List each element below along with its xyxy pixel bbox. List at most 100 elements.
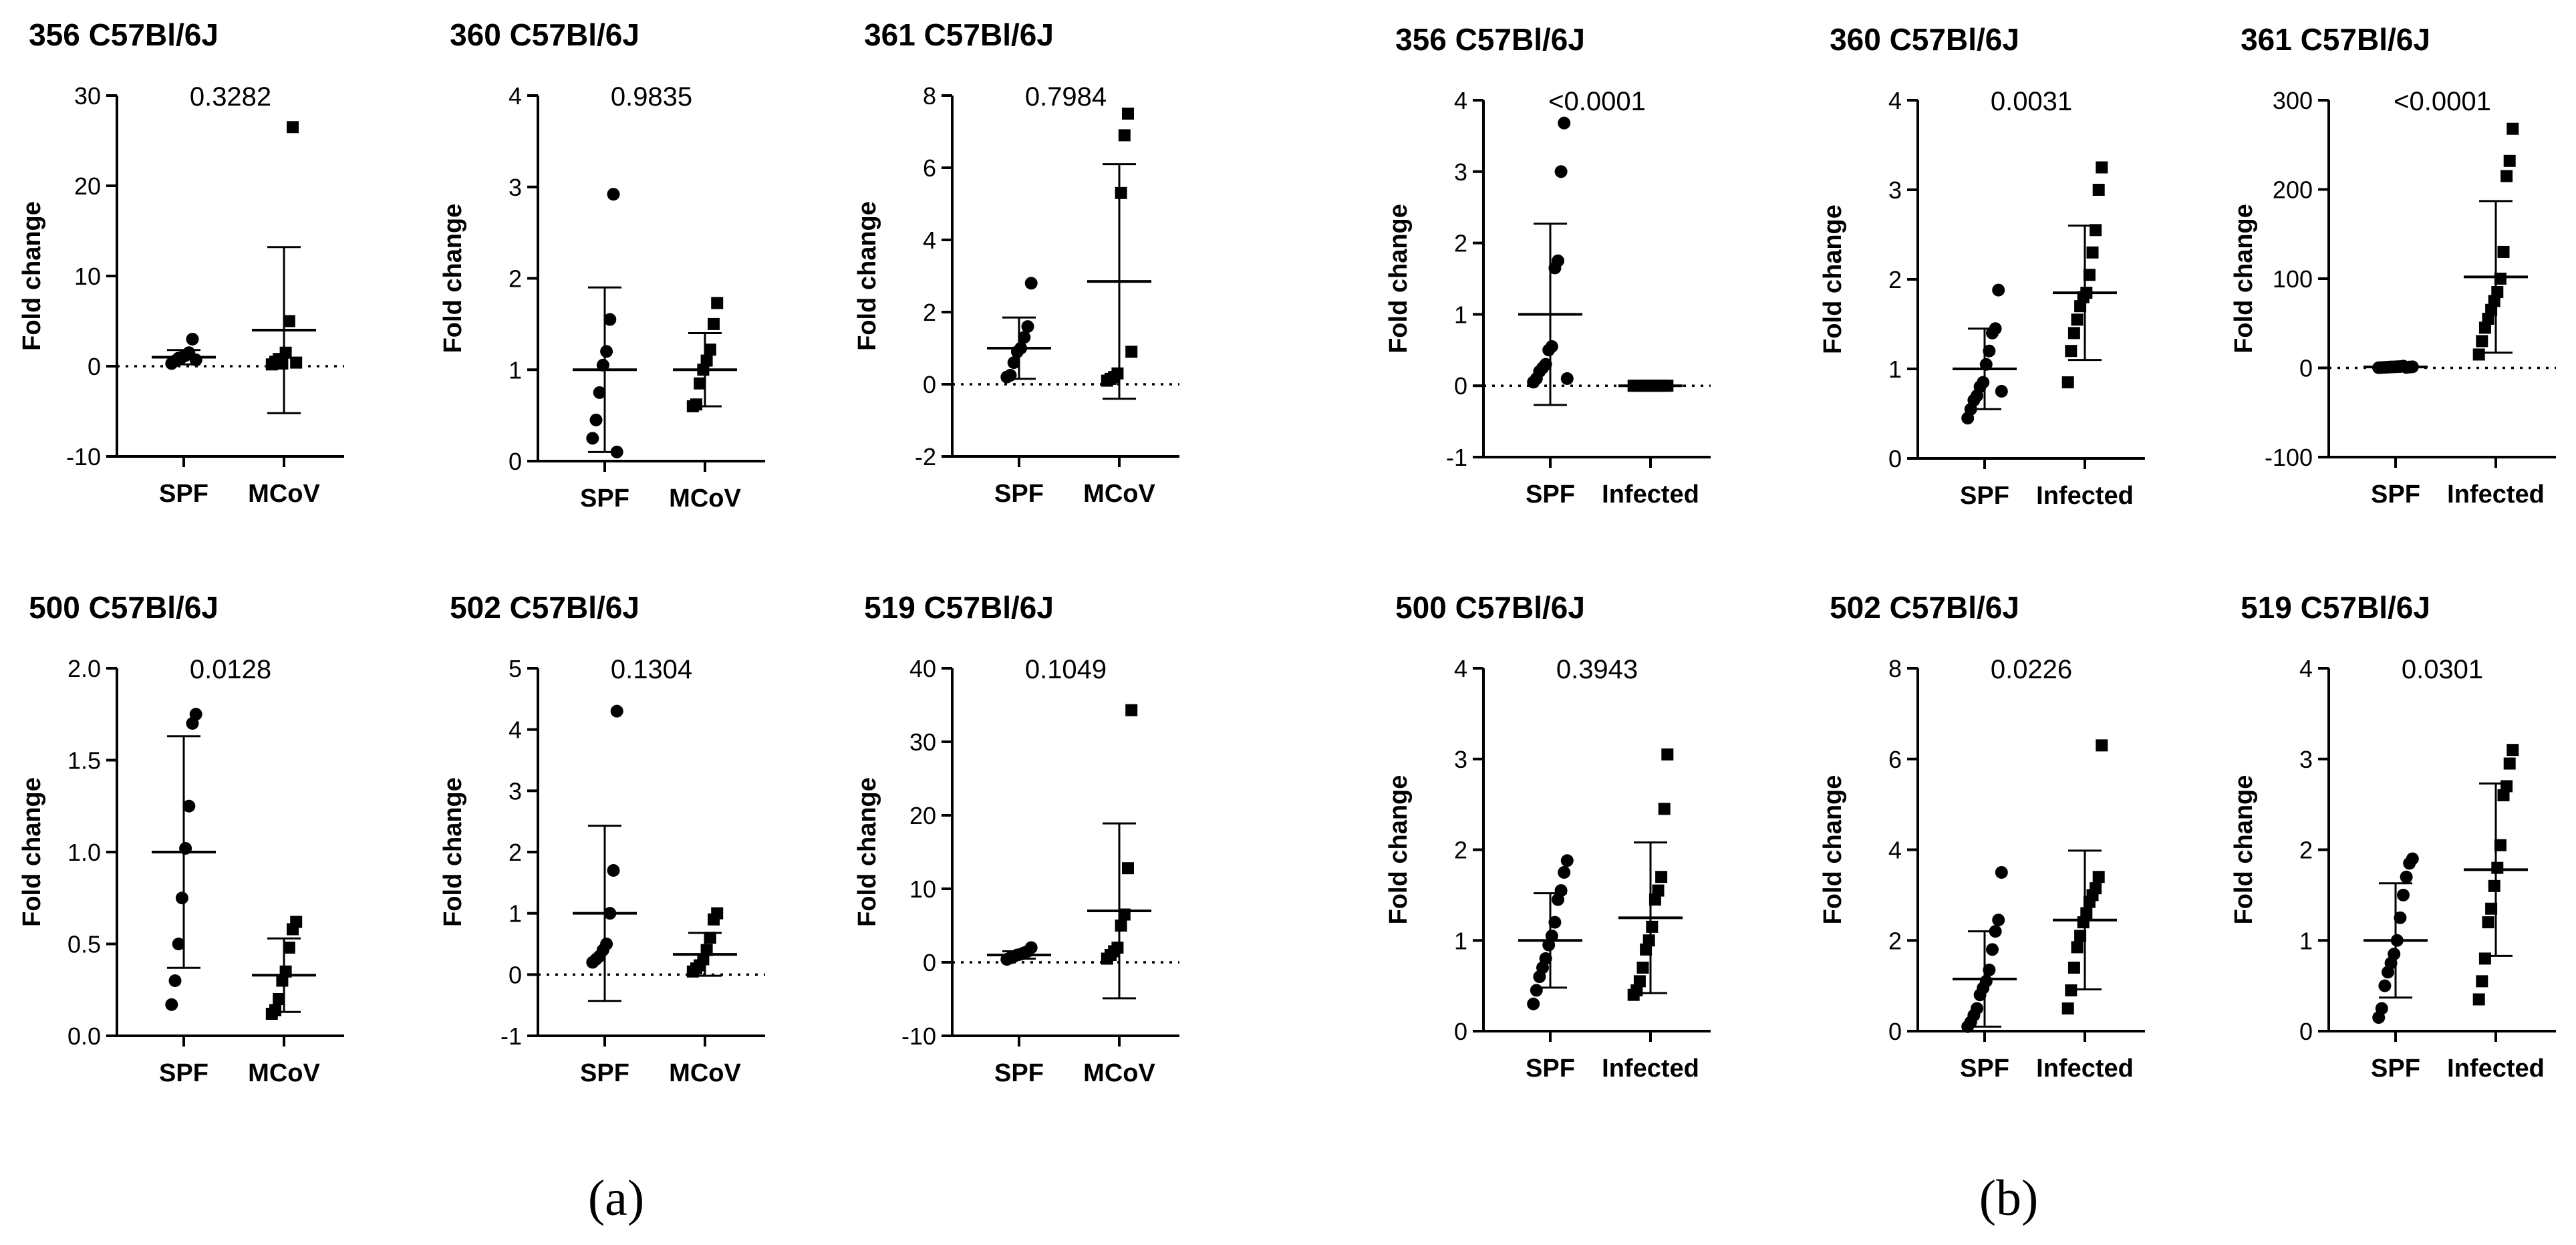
x-category-label: SPF — [1960, 1055, 2009, 1083]
x-category-label: SPF — [994, 480, 1044, 508]
data-point-infected — [2090, 882, 2102, 895]
y-axis-label: Fold change — [853, 201, 881, 351]
y-tick-label: 8 — [1888, 655, 1902, 682]
p-value-label: 0.0301 — [2402, 655, 2483, 684]
data-point-spf — [600, 345, 613, 358]
data-point-spf — [1979, 974, 1993, 988]
data-point-spf — [1995, 865, 2008, 879]
y-tick-label: 10 — [74, 263, 101, 290]
data-point-mcov — [283, 942, 295, 954]
x-category-label: SPF — [159, 480, 208, 508]
data-point-mcov — [269, 1004, 281, 1016]
data-point-infected — [2071, 313, 2084, 326]
x-category-label: Infected — [2036, 1055, 2134, 1083]
y-tick-label: 0 — [923, 371, 936, 398]
chart-title: 356 C57Bl/6J — [29, 17, 219, 52]
p-value-label: 0.3943 — [1556, 655, 1638, 684]
y-tick-label: 4 — [509, 716, 522, 744]
chart-title: 519 C57Bl/6J — [2241, 590, 2430, 625]
data-point-spf — [607, 864, 620, 877]
p-value-label: 0.3282 — [190, 82, 271, 112]
data-point-mcov — [276, 357, 289, 370]
y-tick-label: 0 — [2299, 355, 2313, 382]
y-tick-label: 40 — [909, 655, 936, 682]
chart-2: 361 C57Bl/6J 0.7984 Fold change -2 0 2 4 6 8 SPF M… — [853, 17, 1179, 508]
panel-label-b: (b) — [1979, 1170, 2039, 1226]
data-point-infected — [2497, 789, 2510, 802]
y-tick-label: -10 — [901, 1022, 936, 1050]
x-category-label: Infected — [2036, 482, 2134, 510]
data-point-infected — [2476, 335, 2488, 348]
y-tick-label: 0 — [2299, 1018, 2313, 1045]
y-tick-label: 200 — [2273, 176, 2313, 204]
x-category-label: SPF — [994, 1059, 1044, 1087]
y-tick-label: 3 — [509, 174, 522, 201]
data-point-infected — [1658, 803, 1671, 815]
data-point-infected — [2096, 739, 2108, 752]
data-point-spf — [1986, 943, 1999, 956]
y-axis-label: Fold change — [1385, 204, 1413, 354]
data-point-infected — [1633, 975, 1646, 988]
data-point-mcov — [704, 932, 716, 944]
data-point-mcov — [283, 315, 295, 327]
data-point-spf — [1554, 884, 1568, 897]
chart-1: 360 C57Bl/6J 0.9835 Fold change 0 1 2 3 4 SPF MCo… — [439, 17, 765, 513]
y-tick-label: -1 — [500, 1022, 522, 1050]
y-tick-label: 1.0 — [67, 839, 101, 866]
data-point-spf — [1545, 339, 1558, 353]
p-value-label: 0.1304 — [611, 655, 692, 684]
x-category-label: SPF — [159, 1059, 208, 1087]
x-category-label: SPF — [1526, 480, 1575, 509]
chart-title: 502 C57Bl/6J — [1830, 590, 2019, 625]
data-point-spf — [1992, 914, 2005, 927]
data-point-mcov — [708, 317, 720, 330]
data-point-infected — [2090, 224, 2102, 237]
data-point-spf — [1021, 320, 1034, 333]
y-tick-label: 4 — [923, 227, 936, 254]
data-point-mcov — [1115, 186, 1127, 199]
data-point-spf — [1545, 929, 1558, 942]
data-point-infected — [2500, 780, 2513, 793]
data-point-infected — [2061, 376, 2074, 389]
data-point-infected — [1655, 871, 1668, 883]
data-point-infected — [2494, 839, 2507, 851]
p-value-label: <0.0001 — [2394, 87, 2491, 116]
data-point-mcov — [1125, 345, 1138, 358]
data-point-spf — [1558, 116, 1571, 130]
data-point-spf — [1983, 963, 1996, 976]
y-tick-label: 1 — [509, 356, 522, 384]
data-point-infected — [1640, 943, 1653, 956]
data-point-infected — [2080, 907, 2093, 920]
x-category-label: MCoV — [248, 1059, 320, 1087]
data-point-spf — [596, 358, 609, 372]
chart-10: 502 C57Bl/6J 0.0226 Fold change 0 2 4 6 8 SPF Inf… — [1819, 590, 2145, 1083]
chart-title: 500 C57Bl/6J — [29, 590, 219, 625]
y-tick-label: 6 — [1888, 746, 1902, 773]
data-point-spf — [586, 432, 599, 445]
data-point-mcov — [697, 953, 710, 966]
data-point-infected — [2488, 879, 2500, 892]
x-category-label: SPF — [580, 485, 629, 513]
y-tick-label: 4 — [1454, 87, 1467, 114]
data-point-spf — [1548, 916, 1562, 929]
data-point-infected — [2503, 154, 2516, 167]
y-tick-label: 0 — [509, 448, 522, 475]
data-point-infected — [1649, 893, 1661, 906]
data-point-infected — [1661, 748, 1674, 760]
x-category-label: SPF — [2371, 1055, 2420, 1083]
data-point-spf — [1527, 997, 1540, 1010]
data-point-mcov — [690, 398, 702, 411]
data-point-spf — [168, 974, 182, 987]
y-tick-label: 0 — [1888, 1018, 1902, 1045]
data-point-infected — [2491, 286, 2504, 299]
data-point-spf — [610, 704, 623, 718]
y-axis-label: Fold change — [2230, 775, 2258, 925]
chart-title: 502 C57Bl/6J — [450, 590, 639, 625]
p-value-label: 0.0226 — [1991, 655, 2072, 684]
y-tick-label: 2 — [1454, 230, 1467, 257]
y-axis-label: Fold change — [439, 777, 467, 927]
y-tick-label: 3 — [1454, 158, 1467, 186]
data-point-spf — [182, 799, 196, 813]
data-point-mcov — [1111, 942, 1124, 954]
